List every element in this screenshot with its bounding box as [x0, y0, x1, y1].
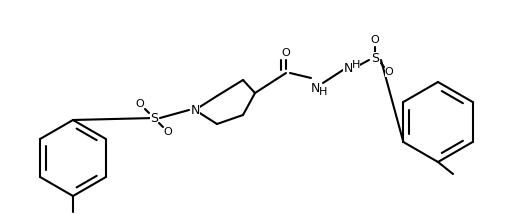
Text: O: O: [385, 67, 393, 77]
Text: O: O: [281, 48, 290, 58]
Text: S: S: [371, 52, 379, 64]
Text: O: O: [164, 127, 173, 137]
Text: H: H: [319, 87, 327, 97]
Text: O: O: [136, 99, 144, 109]
Text: N: N: [310, 82, 320, 95]
Text: N: N: [343, 62, 353, 76]
Text: O: O: [371, 35, 379, 45]
Text: H: H: [352, 60, 360, 70]
Text: S: S: [150, 111, 158, 125]
Text: N: N: [190, 104, 200, 116]
